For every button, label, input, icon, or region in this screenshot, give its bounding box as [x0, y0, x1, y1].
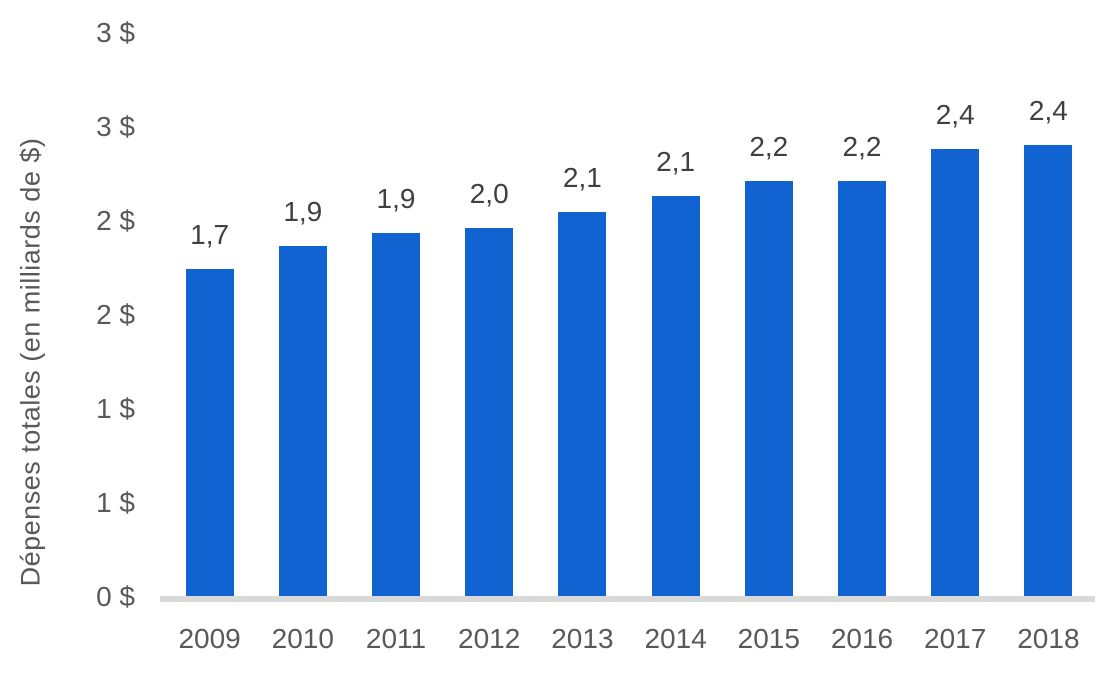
x-axis-tick-labels: 2009 2010 2011 2012 2013 2014 2015 2016 2017 2018 — [163, 623, 1095, 663]
y-tick-label: 3 $ — [96, 111, 135, 142]
y-tick-label: 1 $ — [96, 393, 135, 424]
bar-value-label-2017: 2,4 — [935, 99, 975, 131]
bar-value-label-2010: 1,9 — [283, 196, 323, 228]
bar-2016 — [837, 181, 886, 596]
bar-value-label-2011: 1,9 — [376, 183, 416, 215]
bar-2014 — [651, 196, 700, 596]
bar-group-2018: 2,4 — [1002, 0, 1095, 596]
x-tick-label-2016: 2016 — [830, 623, 894, 654]
bar-value-label-2018: 2,4 — [1028, 95, 1068, 127]
bar-value-label-2012: 2,0 — [469, 178, 509, 210]
x-axis-line — [160, 596, 1095, 602]
bar-group-2016: 2,2 — [815, 0, 908, 596]
x-tick-label-2012: 2012 — [458, 623, 521, 654]
plot-area: 1,7 1,9 1,9 2,0 2,1 2,1 2,2 2,2 2,4 2,4 — [163, 0, 1095, 596]
x-tick-label-2015: 2015 — [737, 623, 800, 654]
y-axis-tick-labels: 0 $ 1 $ 1 $ 2 $ 2 $ 3 $ 3 $ — [0, 0, 135, 694]
x-tick-label-2013: 2013 — [551, 623, 614, 654]
bar-value-label-2014: 2,1 — [656, 146, 696, 178]
x-tick-label-2011: 2011 — [365, 623, 427, 654]
bar-2018 — [1024, 145, 1073, 596]
bar-2010 — [278, 246, 327, 596]
x-tick-label-2018: 2018 — [1017, 623, 1080, 654]
bar-group-2015: 2,2 — [722, 0, 815, 596]
bar-2011 — [371, 233, 420, 596]
bar-group-2017: 2,4 — [909, 0, 1002, 596]
y-tick-label: 3 $ — [96, 17, 135, 48]
bar-value-label-2016: 2,2 — [842, 131, 882, 163]
x-tick-label-2010: 2010 — [271, 623, 334, 654]
bar-group-2011: 1,9 — [349, 0, 442, 596]
bar-2012 — [465, 228, 514, 596]
y-tick-label: 1 $ — [96, 487, 135, 518]
bar-2017 — [931, 149, 980, 596]
x-tick-label-2017: 2017 — [924, 623, 987, 654]
bar-value-label-2015: 2,2 — [749, 131, 789, 163]
bar-2013 — [558, 212, 607, 596]
x-tick-label-2009: 2009 — [178, 623, 241, 654]
bar-group-2012: 2,0 — [443, 0, 536, 596]
bar-group-2013: 2,1 — [536, 0, 629, 596]
y-tick-label: 2 $ — [96, 205, 135, 236]
bar-value-label-2009: 1,7 — [190, 219, 230, 251]
bar-2015 — [744, 181, 793, 596]
y-tick-label: 0 $ — [96, 581, 135, 612]
x-tick-label-2014: 2014 — [644, 623, 707, 654]
bar-group-2010: 1,9 — [256, 0, 349, 596]
bar-2009 — [185, 269, 234, 596]
bar-group-2014: 2,1 — [629, 0, 722, 596]
bar-value-label-2013: 2,1 — [562, 162, 602, 194]
bar-group-2009: 1,7 — [163, 0, 256, 596]
y-tick-label: 2 $ — [96, 299, 135, 330]
